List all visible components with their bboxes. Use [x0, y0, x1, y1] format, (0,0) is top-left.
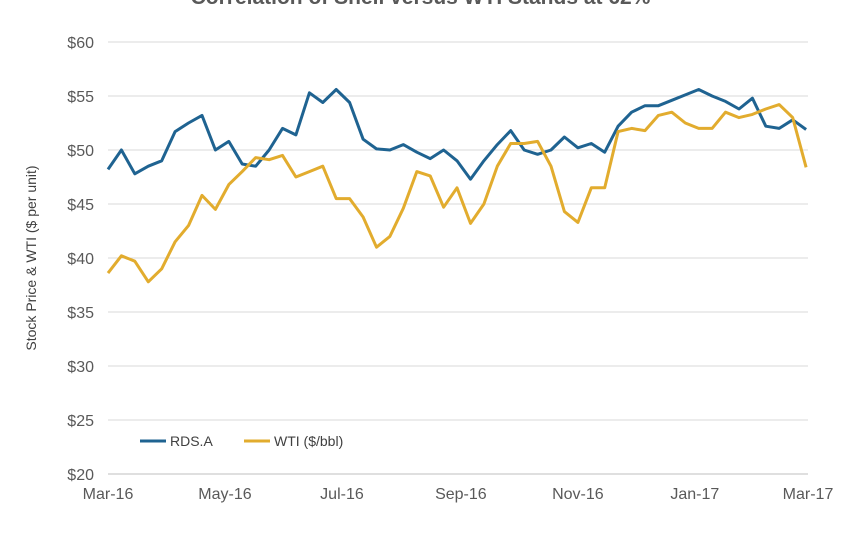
- y-tick-label: $60: [67, 35, 94, 52]
- legend: RDS.A WTI ($/bbl): [140, 433, 343, 449]
- y-tick-label: $20: [67, 467, 94, 484]
- x-tick-label: Sep-16: [435, 486, 487, 503]
- chart-title: Correlation of Shell versus WTI Stands a…: [0, 0, 841, 10]
- y-tick-label: $45: [67, 197, 94, 214]
- y-tick-label: $30: [67, 359, 94, 376]
- x-tick-label: Mar-17: [783, 486, 834, 503]
- x-tick-label: Jan-17: [670, 486, 719, 503]
- y-tick-label: $55: [67, 89, 94, 106]
- x-tick-label: May-16: [198, 486, 251, 503]
- y-tick-label: $25: [67, 413, 94, 430]
- legend-label-rds-a: RDS.A: [170, 433, 213, 449]
- series-line-rds-a: [106, 88, 807, 181]
- y-tick-label: $40: [67, 251, 94, 268]
- legend-label-wti: WTI ($/bbl): [274, 433, 343, 449]
- y-tick-label: $50: [67, 143, 94, 160]
- x-tick-label: Mar-16: [83, 486, 134, 503]
- x-tick-label: Nov-16: [552, 486, 604, 503]
- y-tick-label: $35: [67, 305, 94, 322]
- x-tick-label: Jul-16: [320, 486, 364, 503]
- series-line-wti: [106, 103, 808, 284]
- y-axis-label: Stock Price & WTI ($ per unit): [23, 165, 39, 350]
